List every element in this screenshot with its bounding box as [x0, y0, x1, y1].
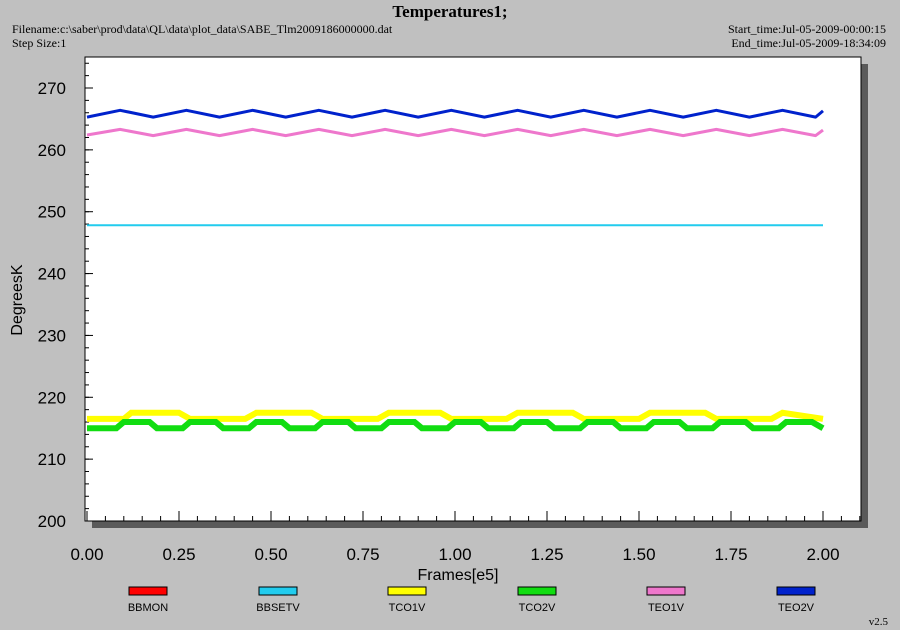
y-axis-label: DegreesK [9, 264, 26, 335]
y-tick-label: 200 [38, 512, 66, 531]
x-tick-label: 0.00 [70, 545, 103, 564]
y-tick-label: 270 [38, 79, 66, 98]
end-time-label: End_time:Jul-05-2009-18:34:09 [731, 36, 886, 50]
legend-swatch-teo2v [776, 586, 816, 596]
legend-swatch-tco2v [517, 586, 557, 596]
series-tco2v-line [87, 419, 825, 432]
version-label: v2.5 [868, 616, 888, 628]
legend-swatch-teo1v [646, 586, 686, 596]
x-tick-label: 2.00 [806, 545, 839, 564]
x-tick-label: 1.25 [530, 545, 563, 564]
legend-swatch-bbmon [128, 586, 168, 596]
legend-label-bbmon: BBMON [128, 602, 168, 614]
legend-label-tco1v: TCO1V [389, 602, 426, 614]
plot-area [84, 56, 862, 522]
series-teo1v-line [86, 127, 824, 138]
x-tick-label: 1.00 [438, 545, 471, 564]
y-tick-label: 250 [38, 203, 66, 222]
x-tick-label: 0.75 [346, 545, 379, 564]
filename-label: Filename:c:\saber\prod\data\QL\data\plot… [12, 22, 393, 36]
chart-title: Temperatures1; [392, 2, 508, 21]
y-tick-label: 260 [38, 141, 66, 160]
series-tco1v-line [87, 409, 824, 422]
x-tick-label: 1.50 [622, 545, 655, 564]
legend-label-teo1v: TEO1V [648, 602, 685, 614]
x-axis-label: Frames[e5] [418, 567, 499, 584]
series-teo2v-line [86, 108, 824, 119]
y-tick-label: 210 [38, 450, 66, 469]
y-tick-label: 240 [38, 265, 66, 284]
y-tick-label: 230 [38, 326, 66, 345]
legend-label-teo2v: TEO2V [778, 602, 815, 614]
legend-swatch-tco1v [387, 586, 427, 596]
legend-label-bbsetv: BBSETV [256, 602, 300, 614]
step-size-label: Step Size:1 [12, 36, 67, 50]
x-tick-label: 0.50 [254, 545, 287, 564]
start-time-label: Start_time:Jul-05-2009-00:00:15 [728, 22, 886, 36]
legend-swatch-bbsetv [258, 586, 298, 596]
y-tick-label: 220 [38, 388, 66, 407]
x-tick-label: 1.75 [714, 545, 747, 564]
x-tick-label: 0.25 [162, 545, 195, 564]
legend-label-tco2v: TCO2V [519, 602, 556, 614]
